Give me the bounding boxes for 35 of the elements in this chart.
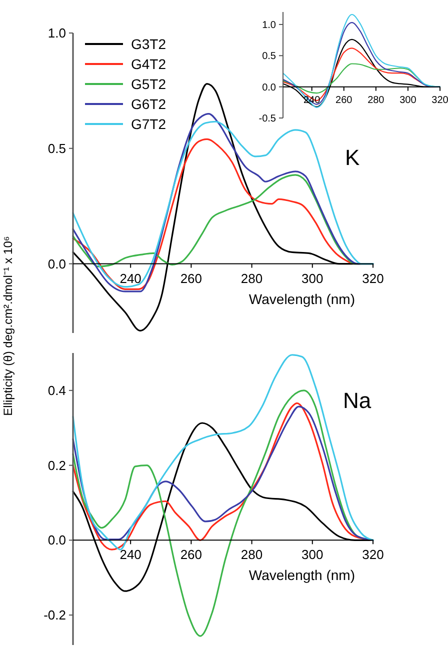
x-tick-label: 320 [432,94,448,106]
x-tick-label: 300 [400,94,417,106]
y-tick-label: 0.4 [48,382,66,398]
x-tick-label: 240 [120,270,142,286]
y-tick-label: -0.2 [44,608,66,623]
x-axis-title: Wavelength (nm) [248,567,355,584]
x-tick-label: 320 [362,270,384,286]
x-tick-label: 280 [240,270,263,286]
x-tick-label: 320 [362,547,384,562]
legend-label: G5T2 [131,76,166,92]
y-tick-label: 0.0 [262,82,276,94]
x-axis-title: Wavelength (nm) [248,290,355,307]
x-tick-label: 300 [302,270,324,286]
x-tick-label: 240 [120,547,142,562]
y-tick-label: 0.5 [48,140,66,156]
x-tick-label: 260 [180,547,202,562]
annotation: Na [343,388,372,413]
x-tick-label: 280 [240,547,263,562]
y-axis-title: Ellipticity (θ) deg.cm².dmol⁻¹ x 10⁶ [1,236,15,416]
y-tick-label: 1.0 [48,26,66,41]
y-tick-label: 0.0 [48,532,66,548]
legend-label: G4T2 [131,56,166,72]
legend-label: G3T2 [131,36,166,52]
y-tick-label: -0.5 [258,114,276,124]
y-tick-label: 0.2 [48,458,66,473]
y-tick-label: 0.5 [262,51,276,62]
y-tick-label: 1.0 [262,20,276,31]
x-tick-label: 260 [180,270,202,286]
y-tick-label: 0.0 [48,256,66,272]
x-tick-label: 260 [336,94,353,106]
x-tick-label: 300 [302,547,324,562]
x-tick-label: 280 [368,94,385,106]
legend-label: G6T2 [131,96,166,112]
annotation: K [345,145,360,170]
legend-label: G7T2 [131,116,166,132]
